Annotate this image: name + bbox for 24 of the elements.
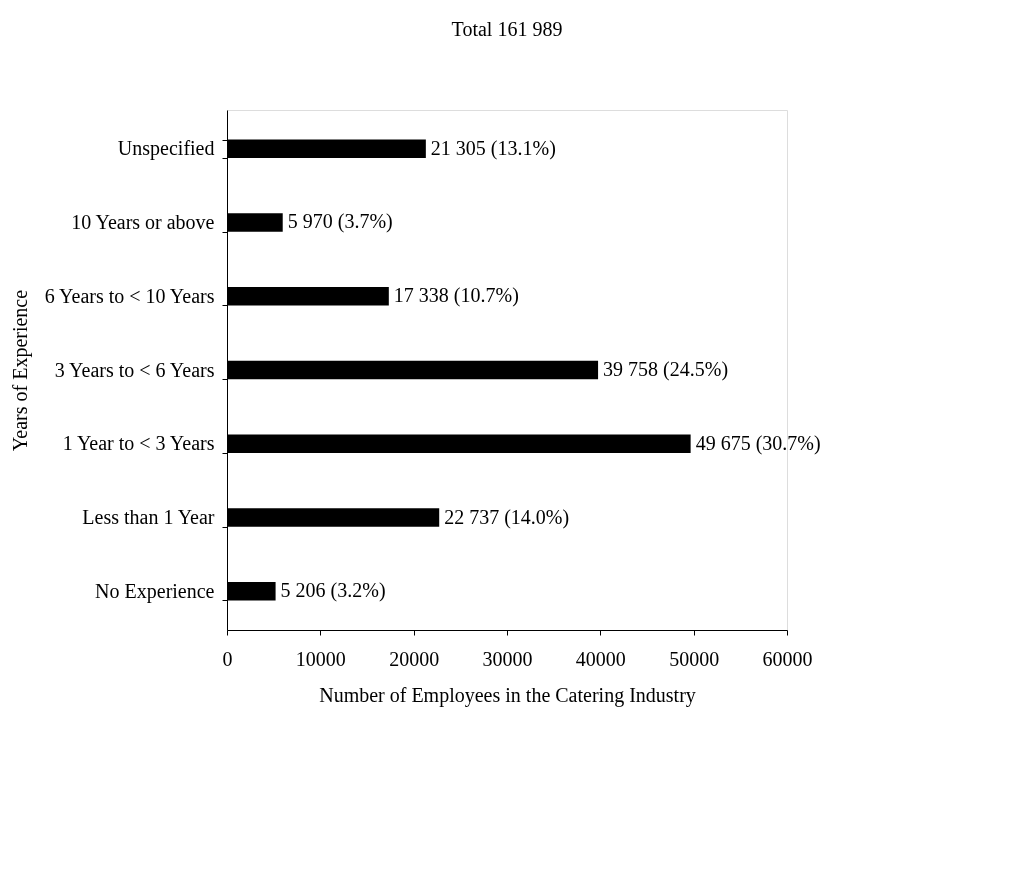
data-label: 49 675 (30.7%) [695, 431, 821, 455]
x-tick-label: 0 [222, 647, 233, 670]
y-axis-title: Years of Experience [9, 289, 33, 452]
y-tick-label: Unspecified [117, 137, 215, 161]
data-label: 17 338 (10.7%) [393, 284, 519, 308]
chart-title: Total 161 989 [451, 18, 563, 40]
y-tick-label: No Experience [95, 579, 215, 603]
y-tick-label: 10 Years or above [71, 210, 215, 233]
x-tick-label: 20000 [389, 647, 440, 670]
y-tick-label: 3 Years to < 6 Years [54, 358, 215, 381]
data-label: 5 206 (3.2%) [280, 579, 386, 603]
data-label: 21 305 (13.1%) [430, 136, 556, 160]
x-tick-label: 30000 [482, 647, 533, 670]
data-label: 22 737 (14.0%) [444, 505, 570, 529]
x-tick-label: 10000 [295, 647, 346, 670]
y-tick-label: 1 Year to < 3 Years [62, 432, 215, 455]
x-tick-label: 60000 [762, 647, 813, 670]
y-tick-label: 6 Years to < 10 Years [44, 284, 215, 307]
x-axis-title: Number of Employees in the Catering Industry [319, 683, 696, 707]
x-tick-label: 50000 [669, 647, 720, 670]
y-tick-label: Less than 1 Year [82, 506, 215, 529]
data-label: 5 970 (3.7%) [287, 210, 393, 234]
data-label: 39 758 (24.5%) [603, 358, 729, 381]
x-tick-label: 40000 [575, 647, 626, 670]
